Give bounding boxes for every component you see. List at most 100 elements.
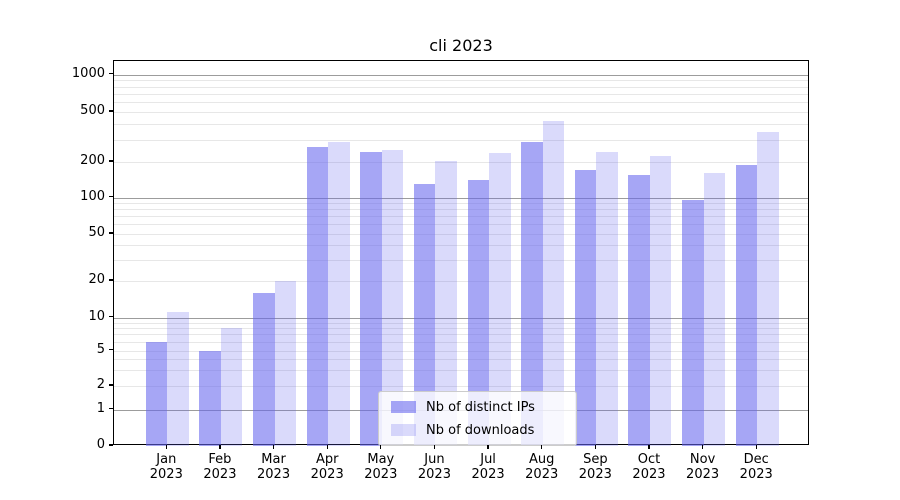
x-tick-label-apr-2023: Apr 2023	[310, 452, 344, 482]
gridline-y-70	[114, 216, 808, 218]
legend-label-distinct-ips: Nb of distinct IPs	[426, 399, 535, 415]
bar-oct-2023-nb-of-downloads	[649, 155, 672, 446]
y-tick-label-5: 5	[96, 341, 105, 357]
y-tick-label-1000: 1000	[71, 65, 105, 81]
plot-area: Nb of distinct IPs Nb of downloads	[113, 60, 809, 446]
gridline-y-4	[114, 359, 808, 361]
x-tick-mark-sep-2023	[594, 445, 596, 449]
y-tick-mark-20	[109, 279, 113, 281]
x-tick-label-dec-2023: Dec 2023	[739, 452, 773, 482]
bar-mar-2023-nb-of-distinct-ips	[253, 292, 275, 446]
y-tick-label-10: 10	[88, 308, 105, 324]
y-tick-label-20: 20	[88, 272, 105, 287]
bar-mar-2023-nb-of-downloads	[274, 281, 297, 446]
bar-apr-2023-nb-of-distinct-ips	[306, 146, 329, 446]
gridline-y-3	[114, 370, 808, 372]
bar-may-2023-nb-of-downloads	[381, 149, 404, 446]
y-tick-mark-1000	[109, 72, 113, 75]
gridline-y-1000	[114, 74, 808, 76]
x-tick-label-jun-2023: Jun 2023	[417, 452, 451, 482]
y-tick-mark-100	[109, 195, 113, 198]
x-tick-label-oct-2023: Oct 2023	[632, 452, 666, 482]
x-tick-label-mar-2023: Mar 2023	[257, 452, 291, 482]
x-tick-mark-mar-2023	[272, 445, 275, 449]
gridline-y-400	[114, 124, 808, 126]
gridline-y-6	[114, 341, 808, 343]
x-tick-mark-jul-2023	[487, 445, 489, 449]
gridline-y-40	[114, 245, 808, 247]
gridline-y-5	[114, 350, 808, 352]
x-tick-mark-apr-2023	[326, 445, 328, 449]
y-tick-label-1: 1	[96, 400, 105, 416]
x-tick-mark-oct-2023	[648, 445, 650, 449]
gridline-y-80	[114, 209, 808, 211]
bar-sep-2023-nb-of-distinct-ips	[574, 170, 597, 446]
gridline-y-7	[114, 334, 808, 336]
bar-aug-2023-nb-of-downloads	[542, 120, 565, 446]
y-tick-label-200: 200	[80, 153, 105, 168]
bar-may-2023-nb-of-distinct-ips	[360, 152, 382, 446]
bar-nov-2023-nb-of-downloads	[703, 173, 726, 446]
gridline-y-20	[114, 281, 808, 282]
gridline-y-200	[114, 162, 808, 163]
x-tick-label-nov-2023: Nov 2023	[686, 452, 720, 482]
bar-apr-2023-nb-of-downloads	[328, 141, 350, 446]
y-tick-label-100: 100	[80, 188, 105, 204]
gridline-y-10	[114, 317, 808, 319]
x-tick-mark-nov-2023	[702, 445, 704, 449]
gridline-y-500	[114, 112, 808, 113]
bar-jun-2023-nb-of-downloads	[435, 160, 457, 446]
bar-dec-2023-nb-of-distinct-ips	[735, 164, 758, 446]
y-tick-mark-200	[109, 160, 113, 162]
bar-jul-2023-nb-of-distinct-ips	[467, 180, 490, 446]
gridline-y-800	[114, 86, 808, 88]
y-tick-mark-10	[109, 315, 113, 318]
y-tick-label-0: 0	[96, 437, 105, 452]
bar-dec-2023-nb-of-downloads	[757, 132, 779, 446]
legend-entry-downloads: Nb of downloads	[391, 422, 566, 438]
y-tick-label-500: 500	[80, 103, 105, 118]
bar-jun-2023-nb-of-distinct-ips	[413, 184, 436, 446]
gridline-y-700	[114, 93, 808, 95]
gridline-y-30	[114, 260, 808, 262]
gridline-y-2	[114, 386, 808, 387]
gridline-y-50	[114, 234, 808, 235]
x-tick-mark-jan-2023	[165, 445, 167, 449]
bar-oct-2023-nb-of-distinct-ips	[628, 175, 650, 446]
x-tick-mark-jun-2023	[433, 445, 436, 449]
x-tick-mark-aug-2023	[541, 445, 543, 449]
gridline-y-60	[114, 224, 808, 226]
x-tick-label-feb-2023: Feb 2023	[203, 452, 237, 482]
legend-swatch-downloads	[391, 424, 416, 436]
x-tick-label-jan-2023: Jan 2023	[149, 452, 183, 482]
bar-sep-2023-nb-of-downloads	[596, 152, 618, 446]
y-tick-label-50: 50	[88, 225, 105, 240]
bar-feb-2023-nb-of-downloads	[220, 328, 243, 446]
y-tick-mark-0	[109, 444, 113, 446]
bar-nov-2023-nb-of-distinct-ips	[682, 200, 704, 446]
gridline-y-600	[114, 102, 808, 104]
legend: Nb of distinct IPs Nb of downloads	[378, 391, 577, 446]
chart-title: cli 2023	[429, 36, 493, 55]
legend-swatch-distinct-ips	[391, 401, 416, 413]
bar-jul-2023-nb-of-downloads	[489, 153, 511, 446]
y-tick-label-2: 2	[96, 377, 105, 392]
gridline-y-8	[114, 328, 808, 330]
x-tick-label-jul-2023: Jul 2023	[471, 452, 505, 482]
gridline-y-100	[114, 197, 808, 199]
y-tick-mark-2	[109, 384, 113, 386]
gridline-y-9	[114, 322, 808, 324]
y-tick-mark-50	[109, 232, 113, 234]
gridline-y-300	[114, 139, 808, 141]
y-tick-mark-5	[109, 348, 113, 351]
bar-aug-2023-nb-of-distinct-ips	[521, 141, 543, 446]
x-tick-mark-feb-2023	[219, 445, 221, 449]
gridline-y-90	[114, 203, 808, 205]
legend-entry-distinct-ips: Nb of distinct IPs	[391, 399, 566, 415]
legend-label-downloads: Nb of downloads	[426, 422, 535, 438]
bar-jan-2023-nb-of-downloads	[167, 312, 189, 446]
bar-jan-2023-nb-of-distinct-ips	[145, 341, 168, 446]
bar-feb-2023-nb-of-distinct-ips	[199, 350, 221, 446]
x-tick-label-may-2023: May 2023	[364, 452, 398, 482]
